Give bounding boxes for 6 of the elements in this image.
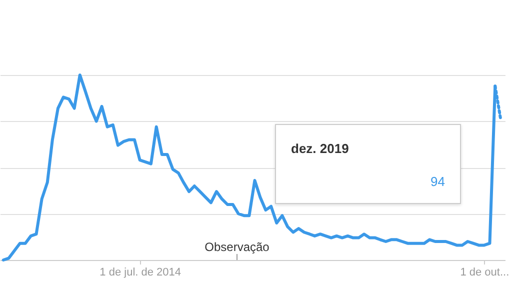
annotation: 94 bbox=[430, 174, 445, 189]
x-tick-label: 1 de jul. de 2014 bbox=[100, 266, 182, 278]
annotation: dez. 2019 bbox=[291, 141, 349, 156]
annotation: Observação bbox=[204, 240, 270, 254]
tooltip-card: dez. 2019 94 bbox=[275, 124, 461, 204]
x-tick-label: 1 de out... bbox=[460, 266, 510, 278]
